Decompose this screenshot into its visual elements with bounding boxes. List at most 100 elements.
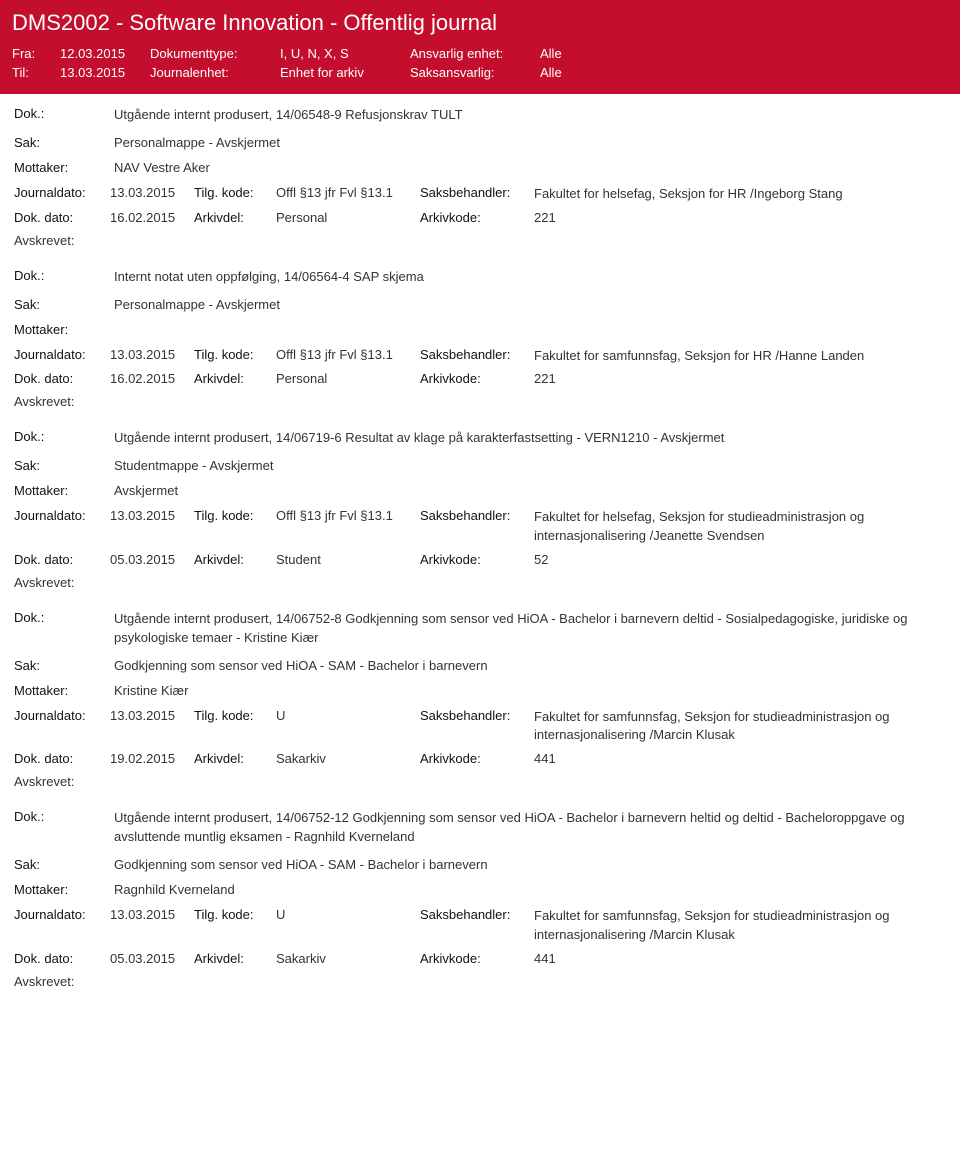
journalenhet-value: Enhet for arkiv	[280, 65, 410, 80]
arkivkode-label: Arkivkode:	[420, 552, 530, 567]
sak-label: Sak:	[14, 857, 114, 872]
dok-label: Dok.:	[14, 268, 114, 287]
record-lines: Journaldato: 13.03.2015 Tilg. kode: Offl…	[14, 508, 946, 567]
fra-value: 12.03.2015	[60, 46, 150, 61]
mottaker-value	[114, 322, 946, 337]
saksbehandler-value: Fakultet for samfunnsfag, Seksjon for HR…	[534, 347, 946, 366]
arkivkode-label: Arkivkode:	[420, 210, 530, 225]
record-fields: Dok.: Utgående internt produsert, 14/067…	[14, 429, 946, 498]
page-header: DMS2002 - Software Innovation - Offentli…	[0, 0, 960, 94]
dok-label: Dok.:	[14, 106, 114, 125]
mottaker-label: Mottaker:	[14, 483, 114, 498]
journaldato-label: Journaldato:	[14, 508, 106, 546]
line-1: Journaldato: 13.03.2015 Tilg. kode: Offl…	[14, 508, 946, 546]
saksbehandler-value: Fakultet for samfunnsfag, Seksjon for st…	[534, 907, 946, 945]
avskrevet-label: Avskrevet:	[14, 394, 946, 409]
dok-label: Dok.:	[14, 429, 114, 448]
journalenhet-label: Journalenhet:	[150, 65, 280, 80]
journal-record: Dok.: Utgående internt produsert, 14/065…	[0, 94, 960, 256]
arkivdel-value: Personal	[276, 210, 416, 225]
mottaker-value: Kristine Kiær	[114, 683, 946, 698]
saksbehandler-label: Saksbehandler:	[420, 347, 530, 366]
tilgkode-value: Offl §13 jfr Fvl §13.1	[276, 347, 416, 366]
arkivdel-value: Personal	[276, 371, 416, 386]
dokumenttype-label: Dokumenttype:	[150, 46, 280, 61]
record-fields: Dok.: Internt notat uten oppfølging, 14/…	[14, 268, 946, 337]
mottaker-value: Ragnhild Kverneland	[114, 882, 946, 897]
journaldato-value: 13.03.2015	[110, 508, 190, 546]
dokdato-label: Dok. dato:	[14, 951, 106, 966]
saksbehandler-label: Saksbehandler:	[420, 907, 530, 945]
arkivdel-label: Arkivdel:	[194, 751, 272, 766]
dokumenttype-value: I, U, N, X, S	[280, 46, 410, 61]
dokdato-value: 19.02.2015	[110, 751, 190, 766]
sak-value: Godkjenning som sensor ved HiOA - SAM - …	[114, 857, 946, 872]
avskrevet-label: Avskrevet:	[14, 575, 946, 590]
sak-label: Sak:	[14, 658, 114, 673]
arkivdel-value: Sakarkiv	[276, 951, 416, 966]
saksbehandler-label: Saksbehandler:	[420, 708, 530, 746]
record-lines: Journaldato: 13.03.2015 Tilg. kode: U Sa…	[14, 907, 946, 966]
fra-label: Fra:	[12, 46, 60, 61]
saksansvarlig-value: Alle	[540, 65, 600, 80]
journaldato-label: Journaldato:	[14, 907, 106, 945]
journaldato-value: 13.03.2015	[110, 347, 190, 366]
tilgkode-value: U	[276, 708, 416, 746]
record-fields: Dok.: Utgående internt produsert, 14/067…	[14, 809, 946, 897]
arkivkode-value: 52	[534, 552, 946, 567]
mottaker-label: Mottaker:	[14, 882, 114, 897]
saksbehandler-label: Saksbehandler:	[420, 185, 530, 204]
journal-record: Dok.: Internt notat uten oppfølging, 14/…	[0, 256, 960, 418]
tilgkode-label: Tilg. kode:	[194, 708, 272, 746]
record-fields: Dok.: Utgående internt produsert, 14/065…	[14, 106, 946, 175]
arkivdel-label: Arkivdel:	[194, 371, 272, 386]
mottaker-label: Mottaker:	[14, 160, 114, 175]
header-title: DMS2002 - Software Innovation - Offentli…	[12, 10, 948, 36]
ansvarlig-value: Alle	[540, 46, 600, 61]
line-2: Dok. dato: 16.02.2015 Arkivdel: Personal…	[14, 371, 946, 386]
line-1: Journaldato: 13.03.2015 Tilg. kode: U Sa…	[14, 708, 946, 746]
records-container: Dok.: Utgående internt produsert, 14/065…	[0, 94, 960, 1007]
sak-label: Sak:	[14, 458, 114, 473]
tilgkode-label: Tilg. kode:	[194, 907, 272, 945]
sak-value: Personalmappe - Avskjermet	[114, 297, 946, 312]
line-2: Dok. dato: 05.03.2015 Arkivdel: Sakarkiv…	[14, 951, 946, 966]
arkivkode-label: Arkivkode:	[420, 751, 530, 766]
avskrevet-label: Avskrevet:	[14, 774, 946, 789]
dok-value: Utgående internt produsert, 14/06752-12 …	[114, 809, 946, 847]
record-lines: Journaldato: 13.03.2015 Tilg. kode: Offl…	[14, 185, 946, 225]
arkivdel-label: Arkivdel:	[194, 951, 272, 966]
record-lines: Journaldato: 13.03.2015 Tilg. kode: Offl…	[14, 347, 946, 387]
arkivkode-value: 221	[534, 371, 946, 386]
mottaker-label: Mottaker:	[14, 683, 114, 698]
dokdato-value: 05.03.2015	[110, 951, 190, 966]
arkivdel-label: Arkivdel:	[194, 210, 272, 225]
journaldato-value: 13.03.2015	[110, 185, 190, 204]
journaldato-value: 13.03.2015	[110, 907, 190, 945]
dokdato-value: 16.02.2015	[110, 371, 190, 386]
mottaker-label: Mottaker:	[14, 322, 114, 337]
avskrevet-label: Avskrevet:	[14, 974, 946, 989]
mottaker-value: NAV Vestre Aker	[114, 160, 946, 175]
journaldato-label: Journaldato:	[14, 347, 106, 366]
journal-record: Dok.: Utgående internt produsert, 14/067…	[0, 417, 960, 598]
sak-value: Studentmappe - Avskjermet	[114, 458, 946, 473]
sak-value: Godkjenning som sensor ved HiOA - SAM - …	[114, 658, 946, 673]
avskrevet-label: Avskrevet:	[14, 233, 946, 248]
tilgkode-value: U	[276, 907, 416, 945]
ansvarlig-label: Ansvarlig enhet:	[410, 46, 540, 61]
header-meta-grid: Fra: 12.03.2015 Dokumenttype: I, U, N, X…	[12, 46, 948, 80]
tilgkode-label: Tilg. kode:	[194, 185, 272, 204]
arkivkode-label: Arkivkode:	[420, 371, 530, 386]
saksbehandler-value: Fakultet for samfunnsfag, Seksjon for st…	[534, 708, 946, 746]
tilgkode-label: Tilg. kode:	[194, 347, 272, 366]
mottaker-value: Avskjermet	[114, 483, 946, 498]
saksansvarlig-label: Saksansvarlig:	[410, 65, 540, 80]
dok-label: Dok.:	[14, 610, 114, 648]
dok-value: Utgående internt produsert, 14/06752-8 G…	[114, 610, 946, 648]
arkivdel-value: Student	[276, 552, 416, 567]
dokdato-label: Dok. dato:	[14, 210, 106, 225]
sak-label: Sak:	[14, 297, 114, 312]
dokdato-label: Dok. dato:	[14, 751, 106, 766]
saksbehandler-value: Fakultet for helsefag, Seksjon for HR /I…	[534, 185, 946, 204]
